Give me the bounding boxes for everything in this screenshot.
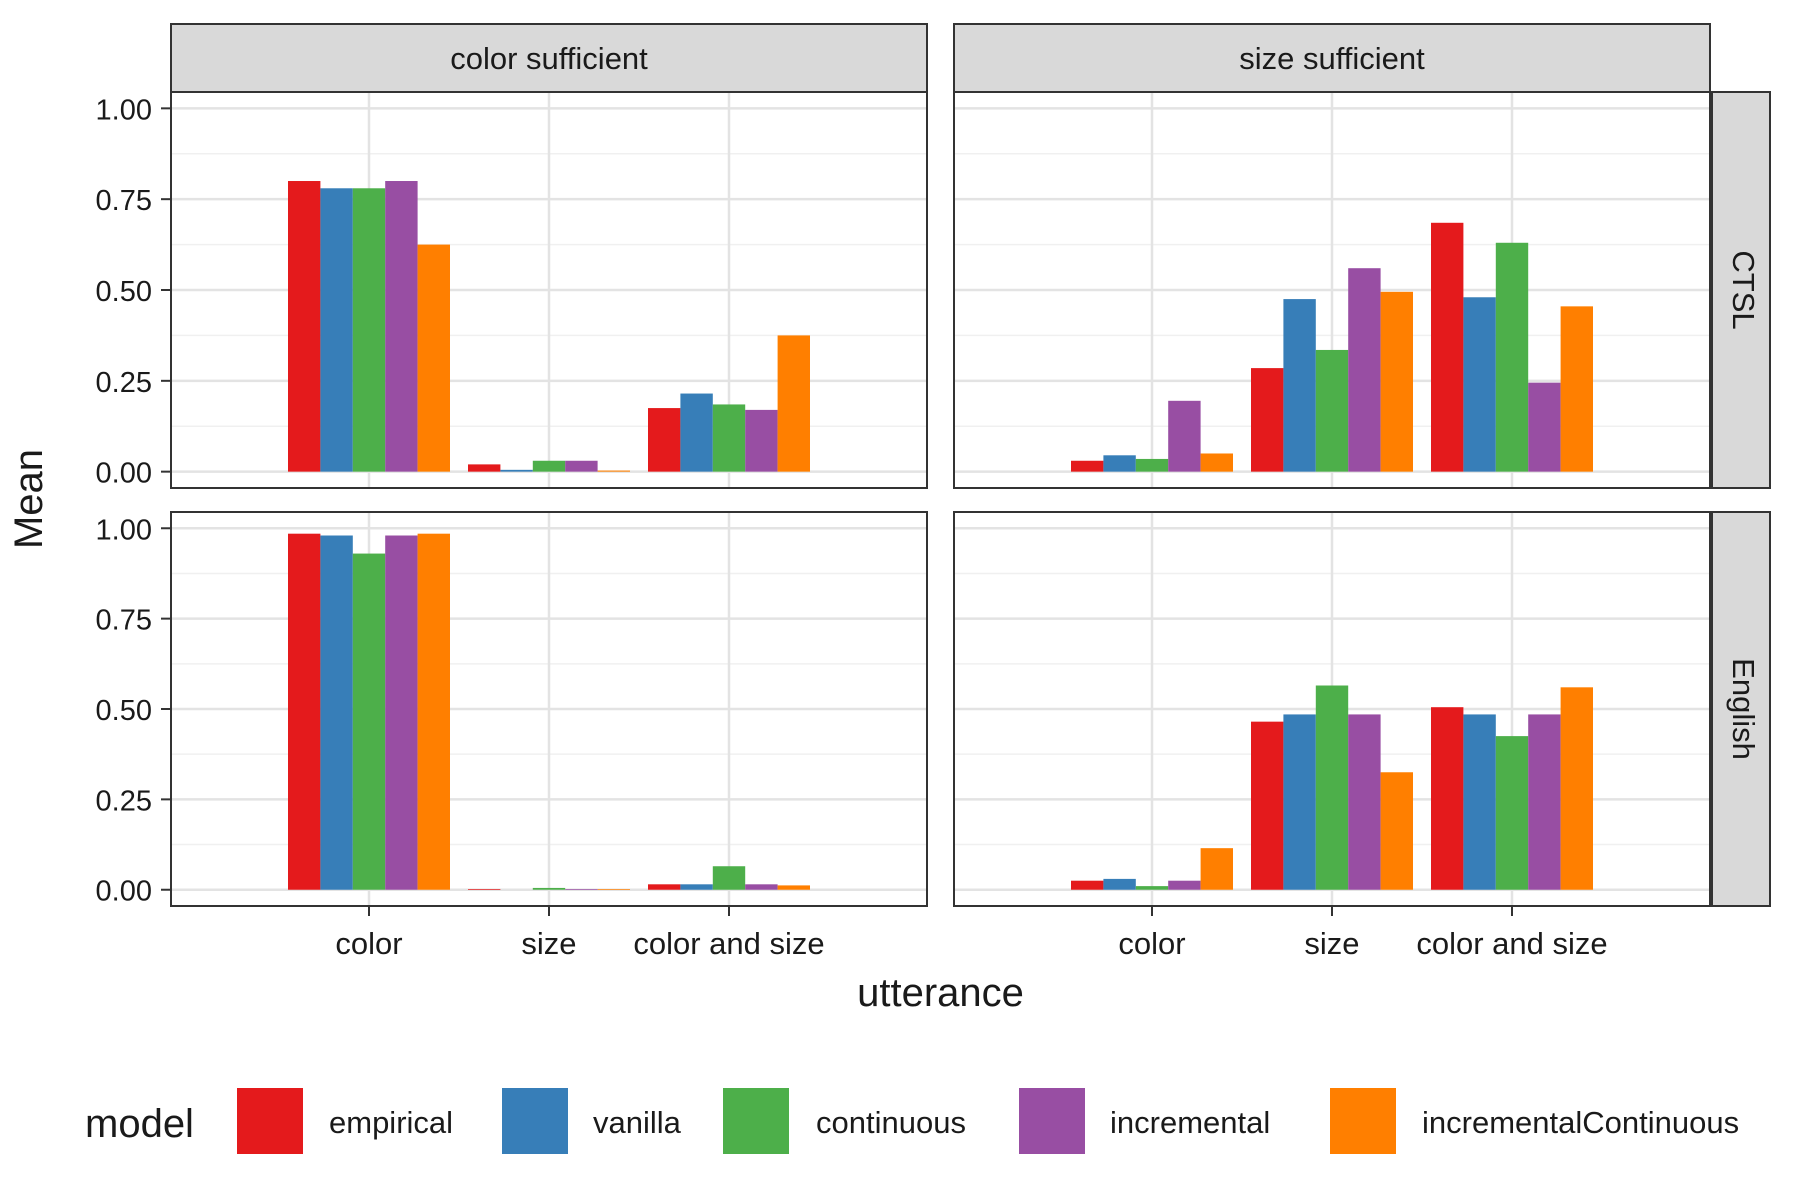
bar-vanilla — [1283, 299, 1316, 472]
x-tick-label: size — [1304, 926, 1359, 961]
legend-key-incremental — [1019, 1088, 1085, 1154]
bar-continuous — [1315, 685, 1349, 890]
bar-incremental — [1348, 714, 1381, 890]
x-tick-label: color and size — [1416, 926, 1607, 961]
legend-label-incremental: incremental — [1110, 1105, 1270, 1140]
x-tick-label: color and size — [633, 926, 824, 961]
bar-incremental — [1168, 880, 1201, 890]
bar-empirical — [1251, 368, 1284, 472]
bar-incremental — [1528, 714, 1561, 890]
x-tick-label: color — [1118, 926, 1185, 961]
bar-empirical — [1251, 721, 1284, 890]
facet-strip-english — [1711, 511, 1771, 907]
bar-continuous — [352, 553, 386, 890]
bar-incrementalContinuous — [417, 244, 450, 472]
bar-continuous — [712, 404, 746, 472]
bar-incrementalContinuous — [1560, 687, 1593, 890]
legend-key-continuous — [723, 1088, 789, 1154]
legend-label-incrementalContinuous: incrementalContinuous — [1422, 1105, 1739, 1140]
bar-incrementalContinuous — [597, 470, 630, 472]
bar-empirical — [1431, 222, 1464, 472]
y-tick-label: 0.75 — [96, 605, 152, 637]
y-tick-label: 1.00 — [96, 514, 152, 546]
bar-continuous — [1495, 736, 1529, 890]
bar-incrementalContinuous — [1560, 306, 1593, 472]
x-tick-label: size — [521, 926, 576, 961]
bar-empirical — [1431, 707, 1464, 890]
bar-continuous — [1135, 458, 1169, 472]
x-axis-title: utterance — [857, 971, 1024, 1015]
legend-key-incrementalContinuous — [1330, 1088, 1396, 1154]
bar-incremental — [385, 181, 418, 472]
bar-vanilla — [320, 535, 353, 890]
bar-incremental — [565, 460, 598, 472]
bar-empirical — [1071, 460, 1104, 472]
bar-continuous — [532, 460, 566, 472]
bar-incrementalContinuous — [1200, 453, 1233, 472]
y-axis-title: Mean — [7, 449, 51, 549]
bar-vanilla — [680, 393, 713, 472]
y-tick-label: 0.25 — [96, 785, 152, 817]
y-tick-label: 0.25 — [96, 367, 152, 399]
bar-incrementalContinuous — [597, 889, 630, 890]
bar-vanilla — [500, 469, 533, 472]
y-tick-label: 0.50 — [96, 276, 152, 308]
facet-strip-label: color sufficient — [450, 41, 648, 76]
bar-vanilla — [680, 884, 713, 890]
bar-incremental — [1168, 400, 1201, 472]
bar-incremental — [565, 889, 598, 890]
bar-incrementalContinuous — [777, 335, 810, 472]
bar-empirical — [468, 464, 501, 472]
bar-incrementalContinuous — [417, 533, 450, 890]
bar-incrementalContinuous — [777, 885, 810, 890]
legend-title: model — [85, 1102, 194, 1146]
bar-incrementalContinuous — [1380, 772, 1413, 890]
facet-strip-ctsl — [1711, 91, 1771, 489]
facet-strip-size-sufficient — [953, 23, 1711, 93]
bar-incrementalContinuous — [1380, 291, 1413, 472]
legend-key-vanilla — [502, 1088, 568, 1154]
x-tick-label: color — [335, 926, 402, 961]
bar-vanilla — [1463, 297, 1496, 472]
bar-empirical — [468, 889, 501, 890]
y-tick-label: 0.50 — [96, 695, 152, 727]
y-tick-label: 0.00 — [96, 876, 152, 908]
bar-incremental — [745, 884, 778, 890]
bar-empirical — [648, 408, 681, 472]
bar-continuous — [1315, 349, 1349, 472]
bar-continuous — [1495, 242, 1529, 472]
bar-empirical — [288, 181, 321, 472]
bar-vanilla — [320, 188, 353, 472]
facet-strip-label: size sufficient — [1239, 41, 1425, 76]
bar-vanilla — [1103, 455, 1136, 472]
bar-vanilla — [1463, 714, 1496, 890]
facet-strip-label: CTSL — [1726, 250, 1761, 329]
bar-empirical — [648, 884, 681, 890]
y-tick-label: 0.75 — [96, 185, 152, 217]
bar-vanilla — [1103, 878, 1136, 890]
bar-continuous — [532, 887, 566, 890]
bar-incremental — [1528, 382, 1561, 472]
y-tick-label: 0.00 — [96, 458, 152, 490]
bar-continuous — [352, 188, 386, 472]
legend-label-vanilla: vanilla — [593, 1105, 682, 1140]
legend-label-continuous: continuous — [816, 1105, 966, 1140]
facet-strip-label: English — [1726, 658, 1761, 760]
y-tick-label: 1.00 — [96, 94, 152, 126]
bar-continuous — [712, 866, 746, 890]
bar-incrementalContinuous — [1200, 848, 1233, 890]
legend-label-empirical: empirical — [329, 1105, 453, 1140]
facet-strip-color-sufficient — [170, 23, 928, 93]
bar-empirical — [288, 533, 321, 890]
bar-incremental — [385, 535, 418, 890]
bar-incremental — [745, 409, 778, 472]
bar-continuous — [1135, 886, 1169, 890]
bar-vanilla — [1283, 714, 1316, 890]
bar-incremental — [1348, 268, 1381, 472]
bar-empirical — [1071, 880, 1104, 890]
legend-key-empirical — [237, 1088, 303, 1154]
